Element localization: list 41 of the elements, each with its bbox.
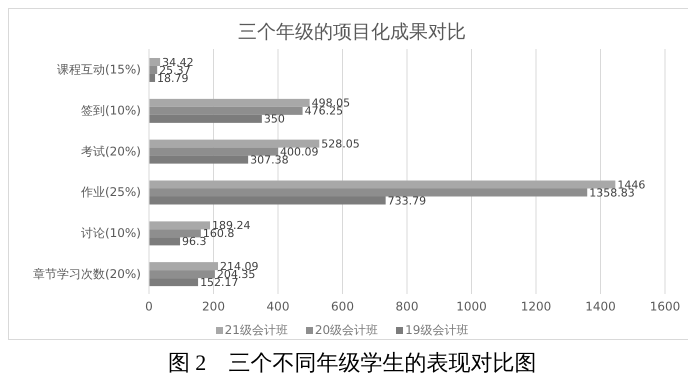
legend-label: 20级会计班 <box>314 322 378 339</box>
bar <box>149 237 180 246</box>
bar <box>149 229 201 238</box>
bar <box>149 66 158 74</box>
bar <box>149 58 160 66</box>
bar <box>149 262 218 270</box>
y-tick-label: 作业(25%) <box>80 185 141 200</box>
x-tick-label: 1200 <box>520 300 552 314</box>
x-tick-label: 0 <box>145 300 153 314</box>
chart-title: 三个年级的项目化成果对比 <box>237 20 467 45</box>
y-tick-label: 考试(20%) <box>80 144 141 158</box>
bar <box>149 148 278 156</box>
data-label: 350 <box>264 112 285 126</box>
x-tick-label: 800 <box>396 300 418 314</box>
y-tick-label: 章节学习次数(20%) <box>32 266 141 281</box>
bar <box>149 106 303 115</box>
bar <box>149 114 262 123</box>
bar <box>149 221 210 230</box>
bar <box>149 140 320 148</box>
bar <box>149 196 386 204</box>
bar <box>149 98 310 107</box>
bar <box>149 270 215 278</box>
x-tick-label: 1400 <box>585 300 616 314</box>
caption: 图 2 三个不同年级学生的表现对比图 <box>166 349 538 377</box>
bar <box>149 278 198 286</box>
x-tick-label: 600 <box>331 300 354 314</box>
data-label: 733.79 <box>388 194 426 208</box>
x-tick-label: 400 <box>266 300 290 314</box>
bar <box>149 188 588 196</box>
y-tick-label: 讨论(10%) <box>80 226 141 240</box>
bar <box>149 156 248 164</box>
x-tick-label: 1600 <box>650 300 680 314</box>
data-label: 528.05 <box>321 138 360 151</box>
bar <box>149 74 156 82</box>
x-tick-label: 200 <box>202 300 225 314</box>
legend-label: 21级会计班 <box>224 322 288 339</box>
bar <box>149 180 616 188</box>
y-tick-label: 签到(10%) <box>80 104 141 118</box>
legend-label: 19级会计班 <box>404 322 468 339</box>
y-tick-label: 课程互动(15%) <box>56 62 141 77</box>
x-tick-label: 1000 <box>456 300 487 314</box>
